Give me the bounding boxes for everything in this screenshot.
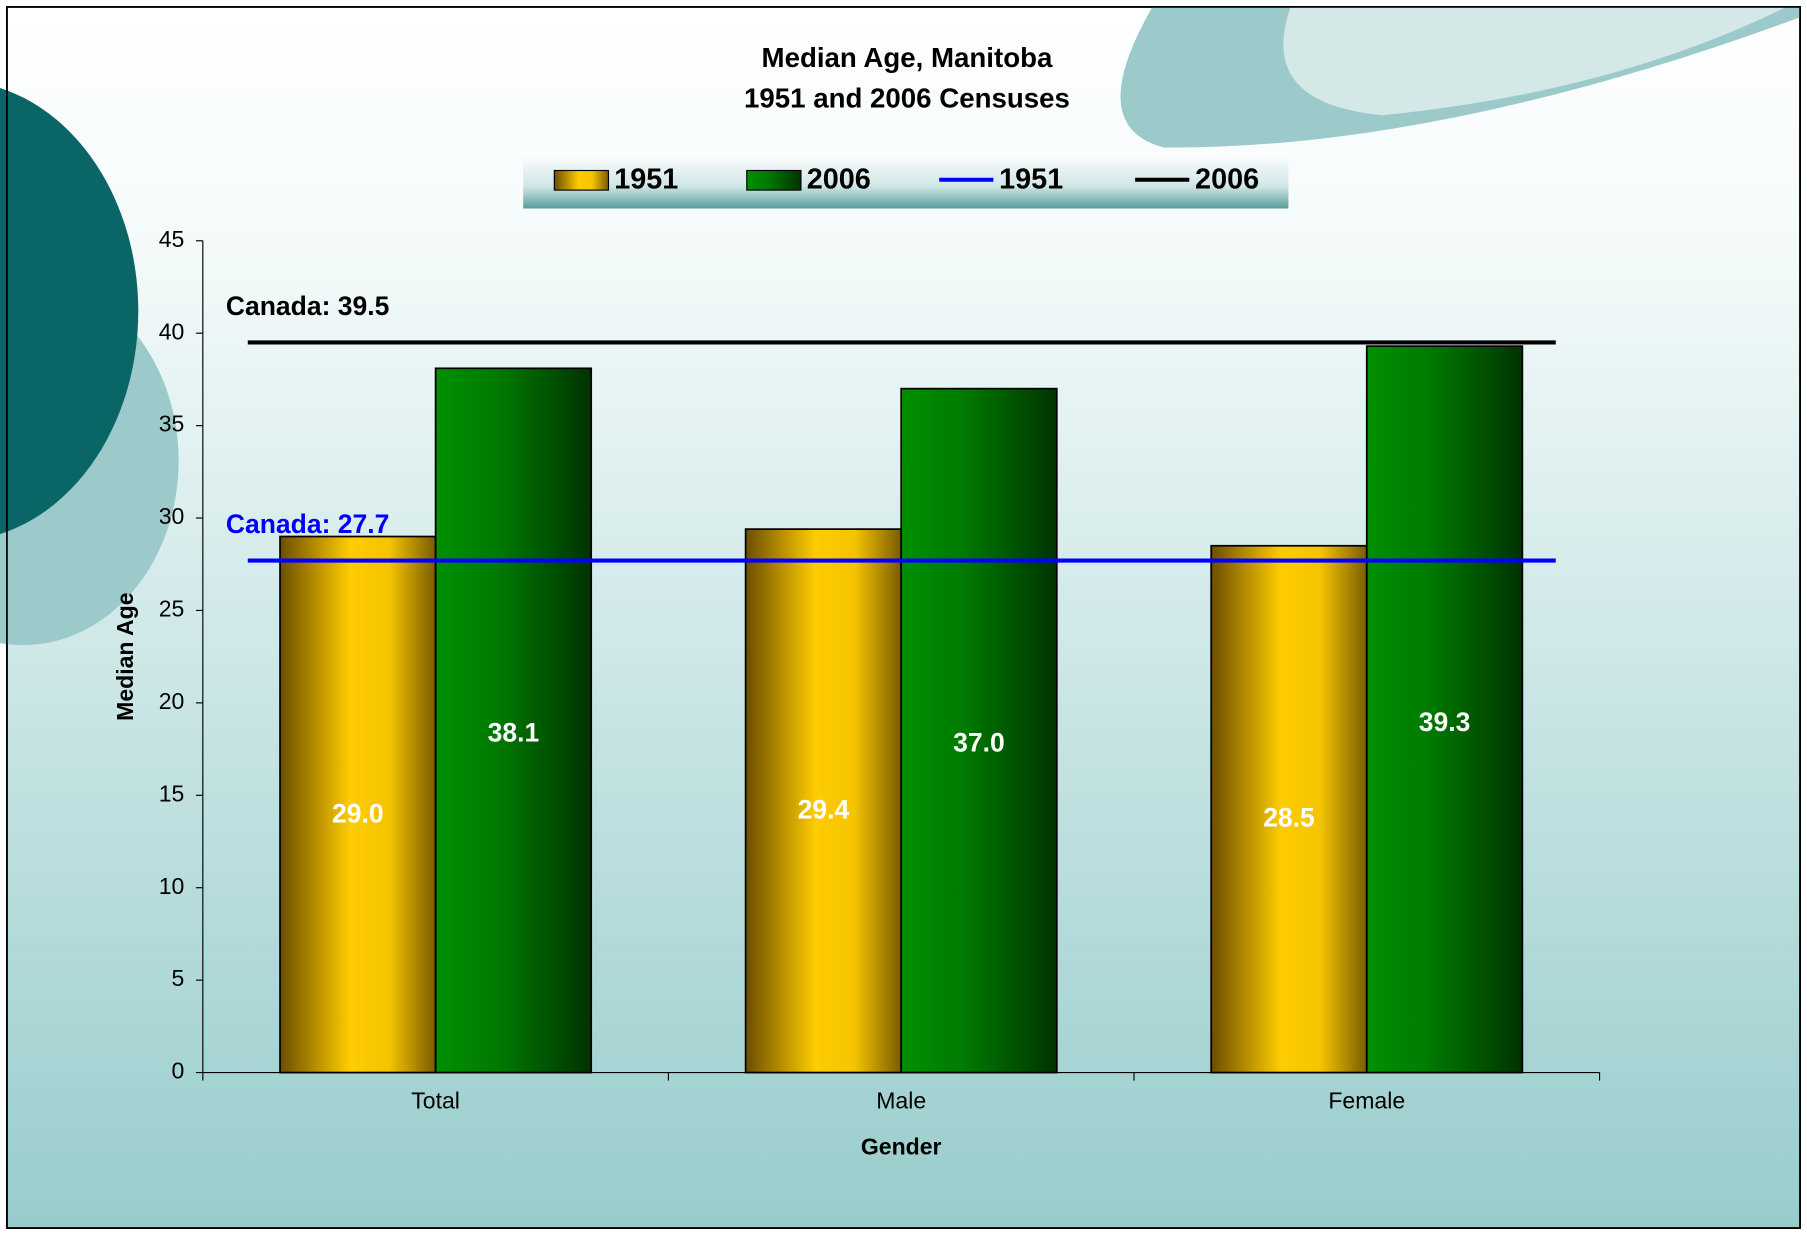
annotation: Canada: 39.5 — [226, 291, 390, 321]
legend-label: 2006 — [807, 163, 871, 195]
legend-swatch — [553, 169, 610, 191]
bar — [900, 387, 1058, 1074]
data-label: 39.3 — [1419, 707, 1471, 737]
chart-title: Median Age, Manitoba — [762, 42, 1053, 73]
decoration — [0, 6, 1801, 646]
data-label: 38.1 — [488, 718, 540, 748]
y-axis-label: Median Age — [112, 592, 138, 721]
frame — [6, 6, 1801, 1229]
y-tick-label: 30 — [159, 503, 185, 529]
legend-swatch — [746, 169, 802, 191]
bar — [744, 528, 903, 1074]
y-tick-label: 45 — [159, 226, 185, 252]
x-tick-label: Total — [411, 1088, 460, 1114]
bar — [1365, 345, 1524, 1074]
x-tick-label: Female — [1328, 1088, 1405, 1114]
y-tick-label: 5 — [172, 965, 185, 991]
legend-label: 2006 — [1195, 163, 1259, 195]
bar — [1210, 544, 1368, 1074]
data-label: 29.0 — [332, 798, 384, 828]
chart-subtitle: 1951 and 2006 Censuses — [744, 83, 1070, 114]
y-tick-label: 20 — [159, 688, 185, 714]
legend-label: 1951 — [999, 163, 1063, 195]
y-tick-label: 10 — [159, 873, 185, 899]
y-tick-label: 40 — [159, 318, 185, 344]
x-axis-label: Gender — [861, 1134, 942, 1160]
x-tick-label: Male — [876, 1088, 926, 1114]
y-tick-label: 35 — [159, 411, 185, 437]
legend-label: 1951 — [614, 163, 678, 195]
bar — [279, 535, 437, 1074]
y-tick-label: 0 — [172, 1058, 185, 1084]
data-label: 29.4 — [798, 795, 850, 825]
bar — [434, 367, 593, 1074]
y-tick-label: 15 — [159, 780, 185, 806]
y-tick-label: 25 — [159, 596, 185, 622]
data-label: 37.0 — [953, 727, 1005, 757]
data-label: 28.5 — [1263, 803, 1315, 833]
annotation: Canada: 27.7 — [226, 509, 390, 539]
